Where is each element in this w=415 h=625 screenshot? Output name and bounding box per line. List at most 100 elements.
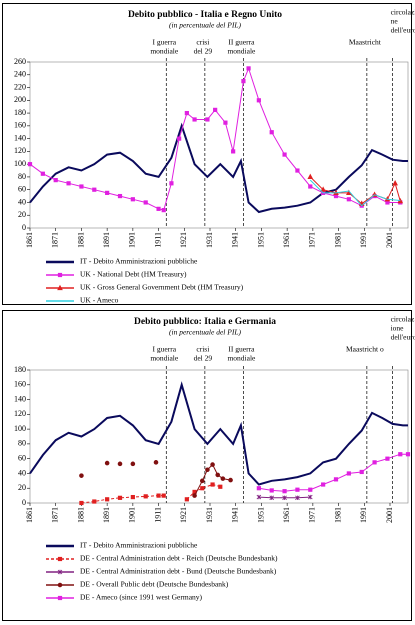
x-tick-label: 1981 [333,507,342,523]
x-tick-label: 1861 [25,507,34,523]
series-line [309,179,401,207]
marker [104,460,110,466]
panel-frame [2,3,412,305]
legend-label: DE - Ameco (since 1991 west Germany) [80,593,203,602]
marker [79,473,84,478]
x-tick-label: 1991 [359,507,368,523]
chart-title: Debito pubblico - Italia e Regno Unito [128,10,282,20]
marker [256,494,262,500]
y-tick-label: 120 [14,146,26,155]
marker [246,66,251,71]
x-tick-label: 1861 [25,232,34,248]
event-label: circolaz [391,315,415,324]
marker [117,461,123,467]
series-line [81,483,221,504]
legend-marker [57,272,63,278]
y-tick-label: 40 [18,468,26,477]
marker [346,197,351,202]
marker [92,499,97,504]
y-tick-label: 140 [14,394,26,403]
marker [398,452,403,457]
marker [231,149,236,154]
x-tick-label: 1901 [128,232,137,248]
event-label: I guerra [153,345,177,354]
marker [308,487,313,492]
y-tick-label: 80 [18,439,26,448]
marker [282,495,287,501]
y-tick-label: 220 [14,82,26,91]
marker [130,461,136,467]
marker [307,173,314,180]
marker [79,184,84,189]
x-tick-label: 1891 [102,232,111,248]
x-tick-label: 1961 [282,507,291,523]
x-tick-label: 1881 [76,507,85,523]
legend-label: UK - National Debt (HM Treasury) [80,270,187,279]
marker [321,482,326,487]
marker [392,180,398,186]
event-label: Maastricht [349,38,382,47]
marker [397,197,404,204]
event-label: mondiale [227,47,256,56]
marker [200,486,205,491]
marker [210,482,215,487]
y-tick-label: 100 [14,424,26,433]
marker [143,494,148,499]
marker [241,79,246,84]
event-label: II guerra [228,345,255,354]
x-tick-label: 1921 [179,507,188,523]
y-tick-label: 180 [14,365,26,374]
marker [130,197,135,202]
marker [156,493,161,498]
marker [66,181,71,186]
x-tick-label: 1941 [231,232,240,248]
legend-label: IT - Debito Amministrazioni pubbliche [80,541,198,550]
panel-frame [2,310,412,621]
chart-subtitle: (in percentuale del PIL) [169,21,241,30]
event-label: I guerra [153,38,177,47]
legend-label: DE - Central Administration debt - Bund … [80,567,277,576]
legend-label: DE - Overall Public debt (Deutsche Bunde… [80,580,229,589]
x-tick-label: 1931 [205,507,214,523]
legend-marker [57,556,63,562]
marker [169,181,174,186]
x-tick-label: 1871 [51,232,60,248]
series-line [29,122,408,214]
legend-label: UK - Ameco [80,296,119,305]
marker [220,476,226,481]
marker [295,487,300,492]
marker [295,168,300,173]
legend-marker [57,569,63,575]
x-tick-label: 1871 [51,507,60,523]
marker [213,107,218,112]
marker [130,494,135,500]
event-label: del 29 [194,354,213,363]
marker [156,206,161,211]
x-tick-label: 1971 [308,507,317,523]
x-tick-label: 1891 [102,507,111,523]
legend-marker [57,582,63,588]
marker [192,117,197,122]
marker [320,186,326,192]
series-line [194,463,231,496]
marker [223,120,228,125]
event-label: Maastricht o [346,345,384,354]
legend-marker [57,284,63,291]
x-tick-label: 1981 [333,232,342,248]
y-tick-label: 160 [14,121,26,130]
y-tick-label: 160 [14,380,26,389]
marker [215,472,221,478]
marker [269,130,274,135]
event-label: crisi [196,38,209,47]
chart-title: Debito pubblico: Italia e Germania [134,317,276,327]
event-label: dell'euro [391,26,415,35]
event-label: ione [391,324,405,333]
marker [117,193,123,199]
marker [308,494,313,500]
legend-label: DE - Central Administration debt - Reich… [80,554,278,563]
event-label: mondiale [150,47,179,56]
series-line [29,381,408,486]
y-tick-label: 120 [14,409,26,418]
event-label: crisi [196,345,209,354]
